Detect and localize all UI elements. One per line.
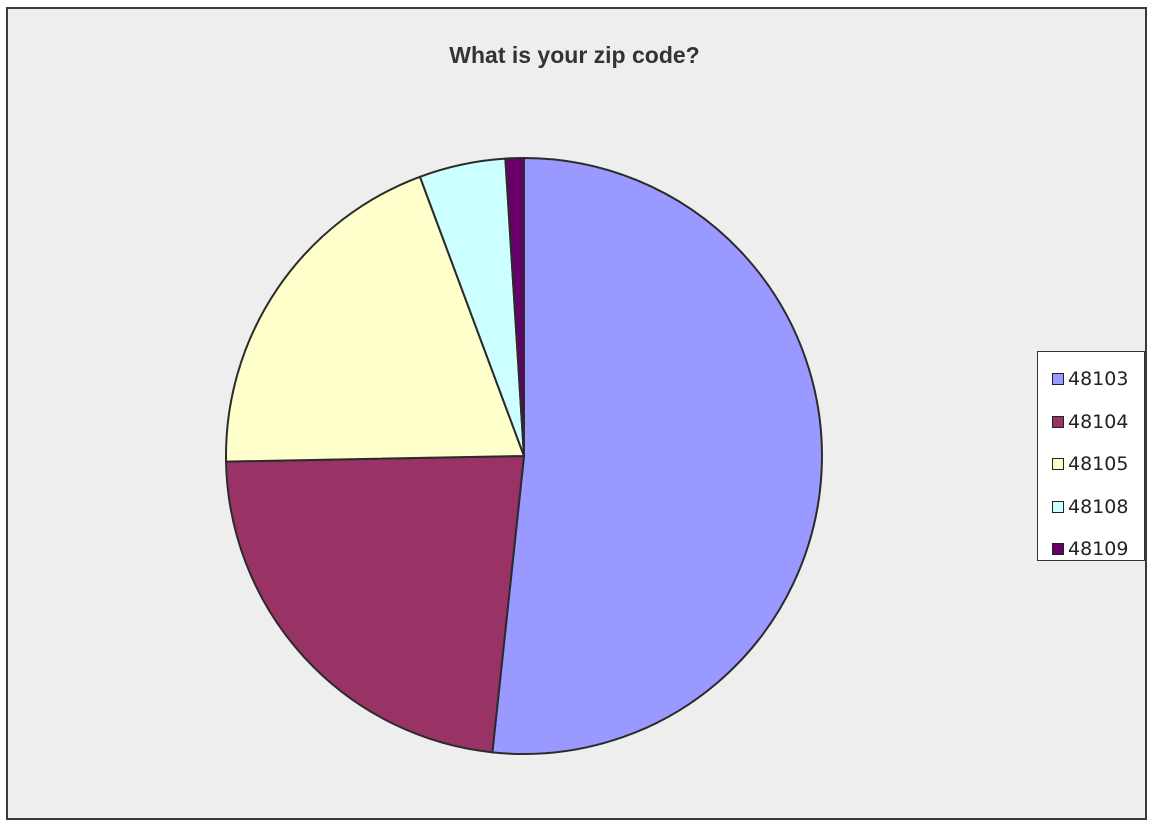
pie-slice-48105: [225, 175, 525, 463]
chart-area: What is your zip code? 48103 48104 48105 48…: [6, 7, 1147, 820]
legend-swatch: [1052, 415, 1064, 428]
legend-label: 48104: [1068, 410, 1129, 433]
legend-item-48105: 48105: [1038, 443, 1144, 486]
legend-item-48103: 48103: [1038, 358, 1144, 401]
pie-chart: [225, 156, 823, 755]
legend-swatch: [1052, 543, 1064, 556]
legend-swatch: [1052, 373, 1064, 386]
chart-title: What is your zip code?: [449, 42, 700, 68]
pie-slice-48109: [504, 156, 525, 457]
pie-slice-48104: [225, 455, 525, 754]
legend-label: 48103: [1068, 368, 1129, 391]
legend-item-48109: 48109: [1038, 528, 1144, 571]
legend-swatch: [1052, 458, 1064, 471]
legend-item-48108: 48108: [1038, 486, 1144, 529]
legend-label: 48109: [1068, 538, 1129, 561]
pie-slice-48103: [491, 157, 823, 755]
legend-label: 48108: [1068, 495, 1129, 518]
legend-swatch: [1052, 500, 1064, 513]
legend-label: 48105: [1068, 453, 1129, 476]
legend-item-48104: 48104: [1038, 401, 1144, 444]
legend: 48103 48104 48105 48108 48109: [1037, 351, 1145, 561]
